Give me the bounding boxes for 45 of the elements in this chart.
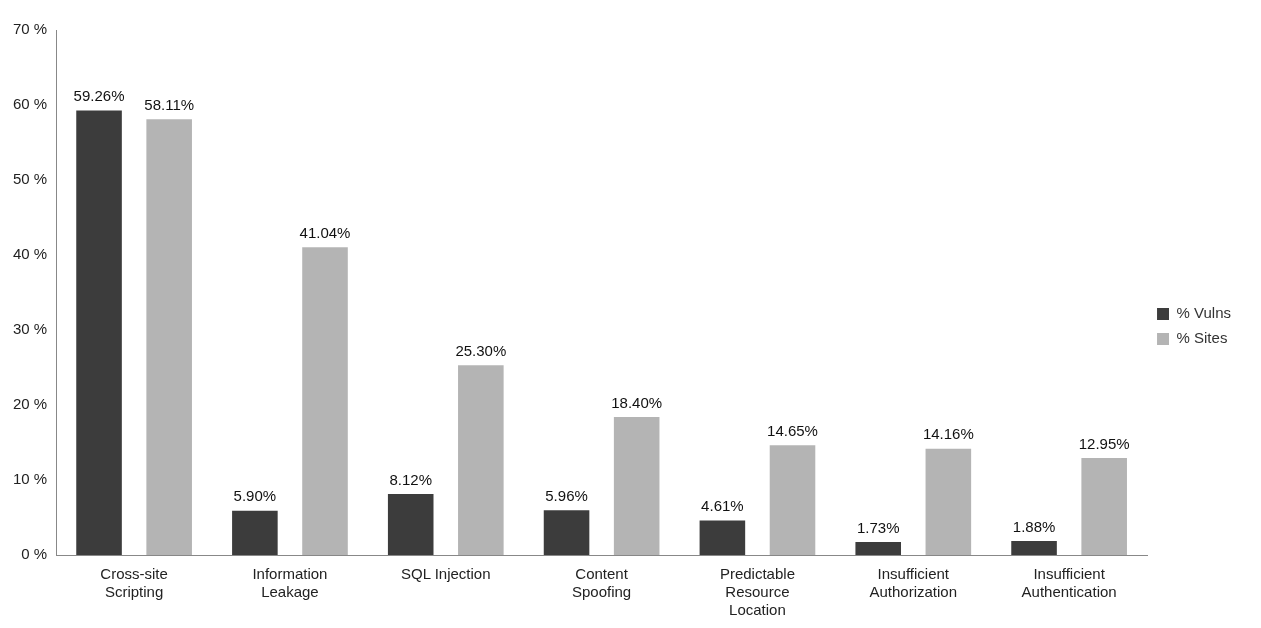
x-tick-label: Insufficient Authorization	[869, 565, 958, 601]
y-tick-label: 50 %	[12, 170, 48, 188]
x-tick-label: Information Leakage	[252, 565, 328, 601]
data-label: 8.12%	[389, 470, 432, 488]
data-label: 41.04%	[299, 223, 351, 241]
x-tick-label: Cross-site Scripting	[100, 565, 168, 601]
bar	[387, 494, 434, 555]
bar	[543, 510, 590, 555]
data-label: 12.95%	[1078, 434, 1130, 452]
data-label: 5.96%	[545, 486, 588, 504]
data-label: 59.26%	[73, 87, 125, 105]
data-label: 58.11%	[144, 95, 195, 113]
data-label: 14.16%	[922, 425, 974, 443]
bar	[1081, 457, 1127, 555]
legend-label: % Vulns	[1176, 304, 1232, 322]
bar	[925, 448, 972, 555]
bar	[699, 520, 746, 555]
data-label: 1.73%	[856, 518, 900, 536]
y-tick-label: 40 %	[12, 245, 48, 263]
x-tick-label: SQL Injection	[401, 565, 491, 583]
bar	[76, 110, 122, 555]
data-label: 18.40%	[611, 393, 663, 411]
x-tick-label: Content Spoofing	[572, 565, 632, 601]
y-tick-label: 70 %	[12, 20, 48, 38]
data-label: 14.65%	[767, 421, 818, 439]
data-label: 4.61%	[701, 497, 744, 515]
y-tick-label: 10 %	[12, 470, 48, 488]
bar	[146, 119, 192, 555]
bar	[232, 510, 278, 555]
bar	[769, 445, 816, 555]
y-tick-label: 0 %	[21, 545, 48, 563]
y-tick-label: 30 %	[12, 320, 48, 338]
data-label: 1.88%	[1012, 517, 1056, 535]
y-tick-label: 20 %	[12, 395, 48, 413]
bar	[1011, 540, 1057, 555]
data-label: 5.90%	[233, 487, 277, 505]
data-label: 25.30%	[455, 341, 507, 359]
y-tick-label: 60 %	[12, 95, 48, 113]
x-tick-label: Predictable Resource Location	[719, 565, 795, 619]
bar	[302, 247, 348, 555]
bar	[458, 365, 504, 555]
legend-label: % Sites	[1176, 329, 1228, 347]
bar	[613, 417, 660, 555]
bar	[855, 542, 902, 555]
x-tick-label: Insufficient Authentication	[1021, 565, 1117, 601]
